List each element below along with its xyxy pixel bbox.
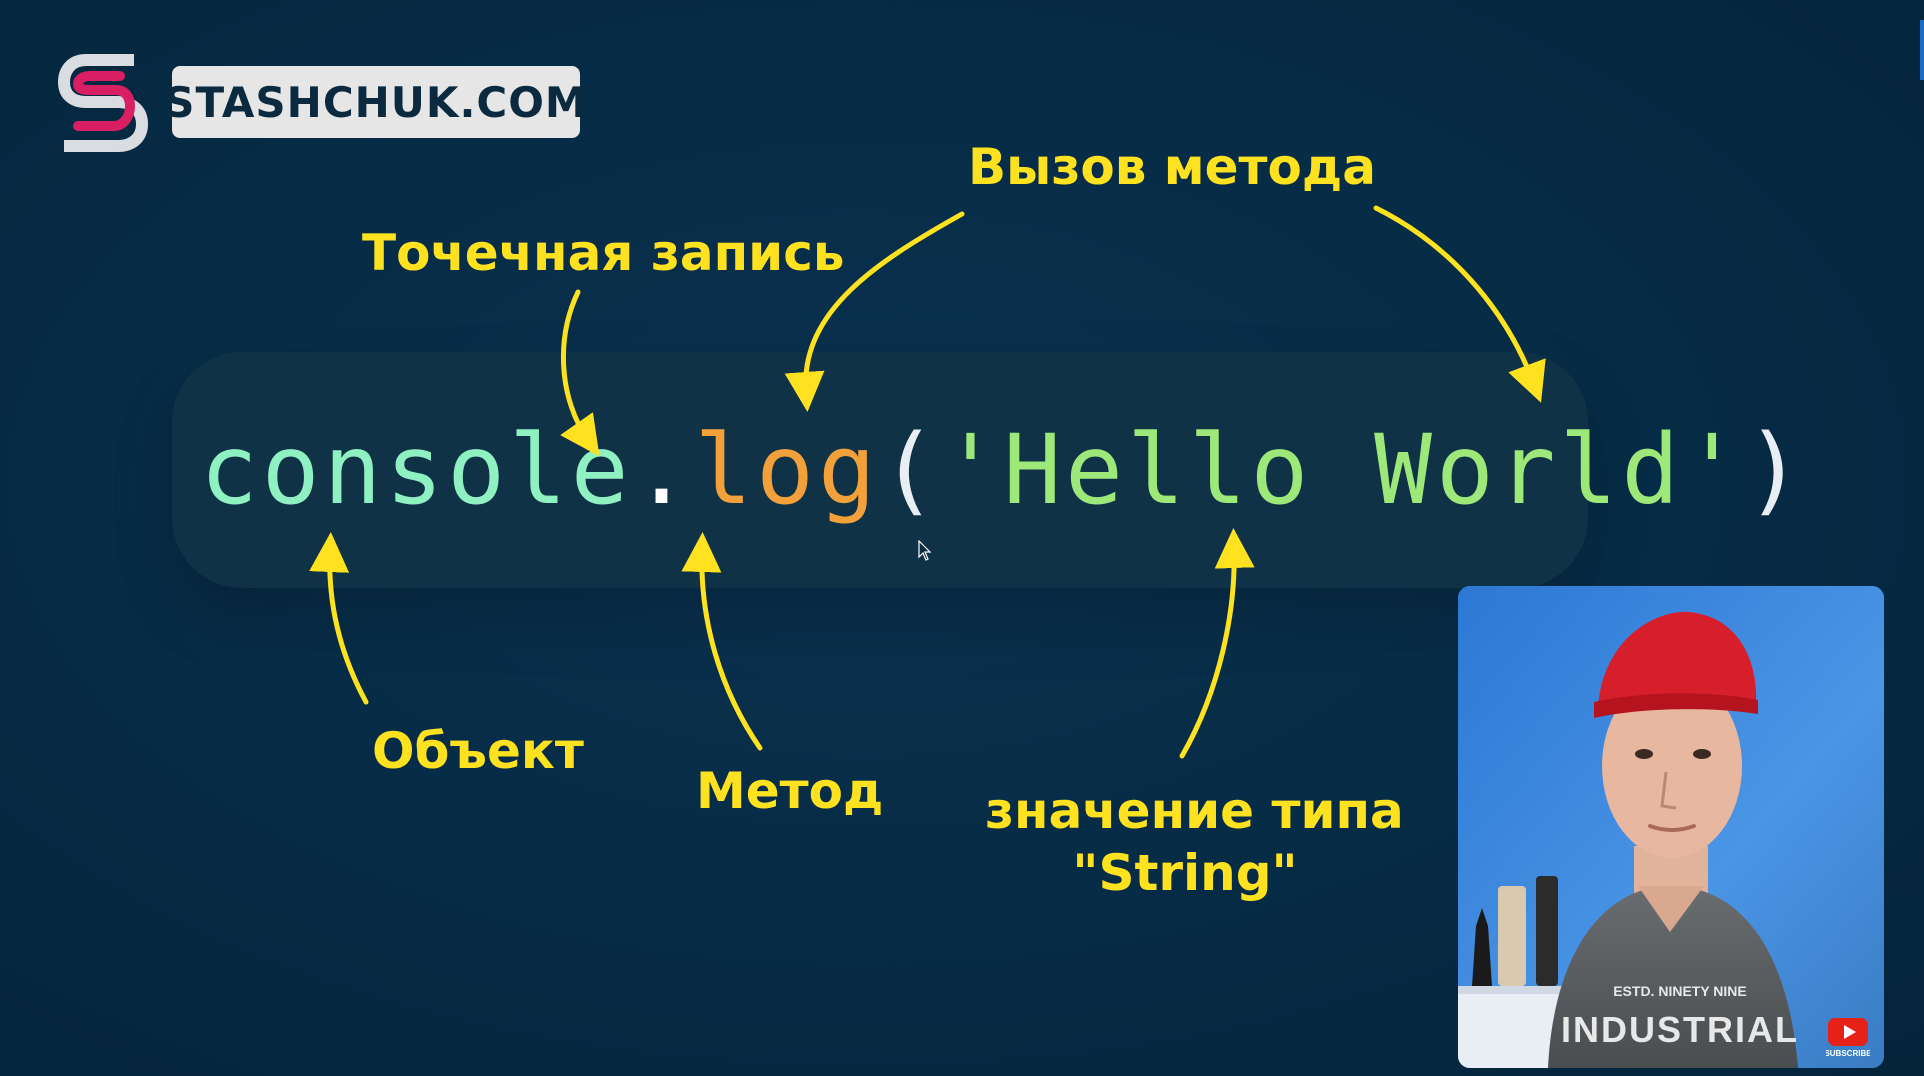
subscribe-label: SUBSCRIBE	[1826, 1049, 1870, 1058]
label-value-type-line1: значение типа	[985, 782, 1404, 840]
code-open-paren: (	[879, 414, 942, 526]
webcam-overlay: ESTD. NINETY NINE INDUSTRIAL SUBSCRIBE	[1458, 586, 1884, 1068]
code-close-paren: )	[1744, 414, 1807, 526]
code-object-token: console	[200, 414, 633, 526]
site-name: STASHCHUK.COM	[164, 77, 588, 127]
code-method-token: log	[694, 414, 880, 526]
subscribe-icon: SUBSCRIBE	[1826, 1018, 1870, 1058]
shirt-line1: ESTD. NINETY NINE	[1613, 983, 1747, 999]
label-dot-notation: Точечная запись	[362, 224, 845, 282]
label-method: Метод	[696, 762, 884, 820]
stashchuk-logo-icon	[58, 54, 148, 152]
shirt-line2: INDUSTRIAL	[1561, 1009, 1799, 1050]
label-value-type-line2: "String"	[1072, 844, 1298, 902]
label-value-type: значение типа "String"	[985, 780, 1404, 904]
code-dot-token: .	[632, 414, 695, 526]
site-badge: STASHCHUK.COM	[164, 66, 587, 138]
scroll-indicator	[1920, 20, 1924, 80]
mouse-cursor-icon	[918, 540, 932, 561]
code-string-token: 'Hello World'	[941, 414, 1745, 526]
label-method-call: Вызов метода	[968, 138, 1377, 196]
presenter-video: ESTD. NINETY NINE INDUSTRIAL	[1458, 586, 1884, 1068]
code-line: console.log('Hello World')	[200, 410, 1807, 530]
label-object: Объект	[372, 722, 584, 780]
